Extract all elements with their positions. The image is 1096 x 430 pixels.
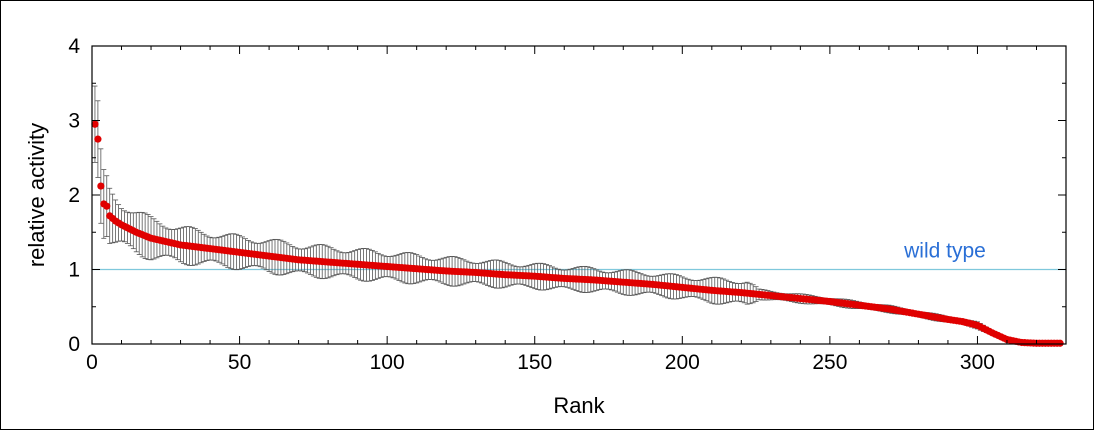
data-point — [103, 202, 111, 210]
y-tick-label: 3 — [68, 110, 80, 133]
data-points — [91, 120, 1064, 347]
x-tick-label: 250 — [812, 351, 847, 374]
y-axis-title: relative activity — [24, 123, 49, 267]
x-axis-tick-labels: 0 50 100 150 200 250 300 — [86, 351, 995, 374]
data-point — [97, 182, 105, 190]
wild-type-label: wild type — [903, 240, 986, 263]
y-tick-label: 1 — [68, 259, 80, 282]
y-axis-tick-labels: 0 1 2 3 4 — [68, 35, 80, 356]
x-tick-label: 50 — [228, 351, 251, 374]
data-point — [91, 120, 99, 128]
data-point — [94, 135, 102, 143]
error-bars — [92, 85, 1063, 345]
x-tick-label: 300 — [960, 351, 995, 374]
x-tick-label: 0 — [86, 351, 98, 374]
x-tick-label: 150 — [517, 351, 552, 374]
x-tick-label: 100 — [370, 351, 405, 374]
y-tick-label: 0 — [68, 333, 80, 356]
x-axis-title: Rank — [553, 393, 605, 418]
plot-area — [91, 45, 1067, 345]
y-tick-label: 2 — [68, 184, 80, 207]
data-point — [1056, 339, 1064, 347]
y-tick-label: 4 — [68, 35, 80, 58]
axis-ticks — [91, 45, 1067, 345]
x-tick-label: 200 — [665, 351, 700, 374]
